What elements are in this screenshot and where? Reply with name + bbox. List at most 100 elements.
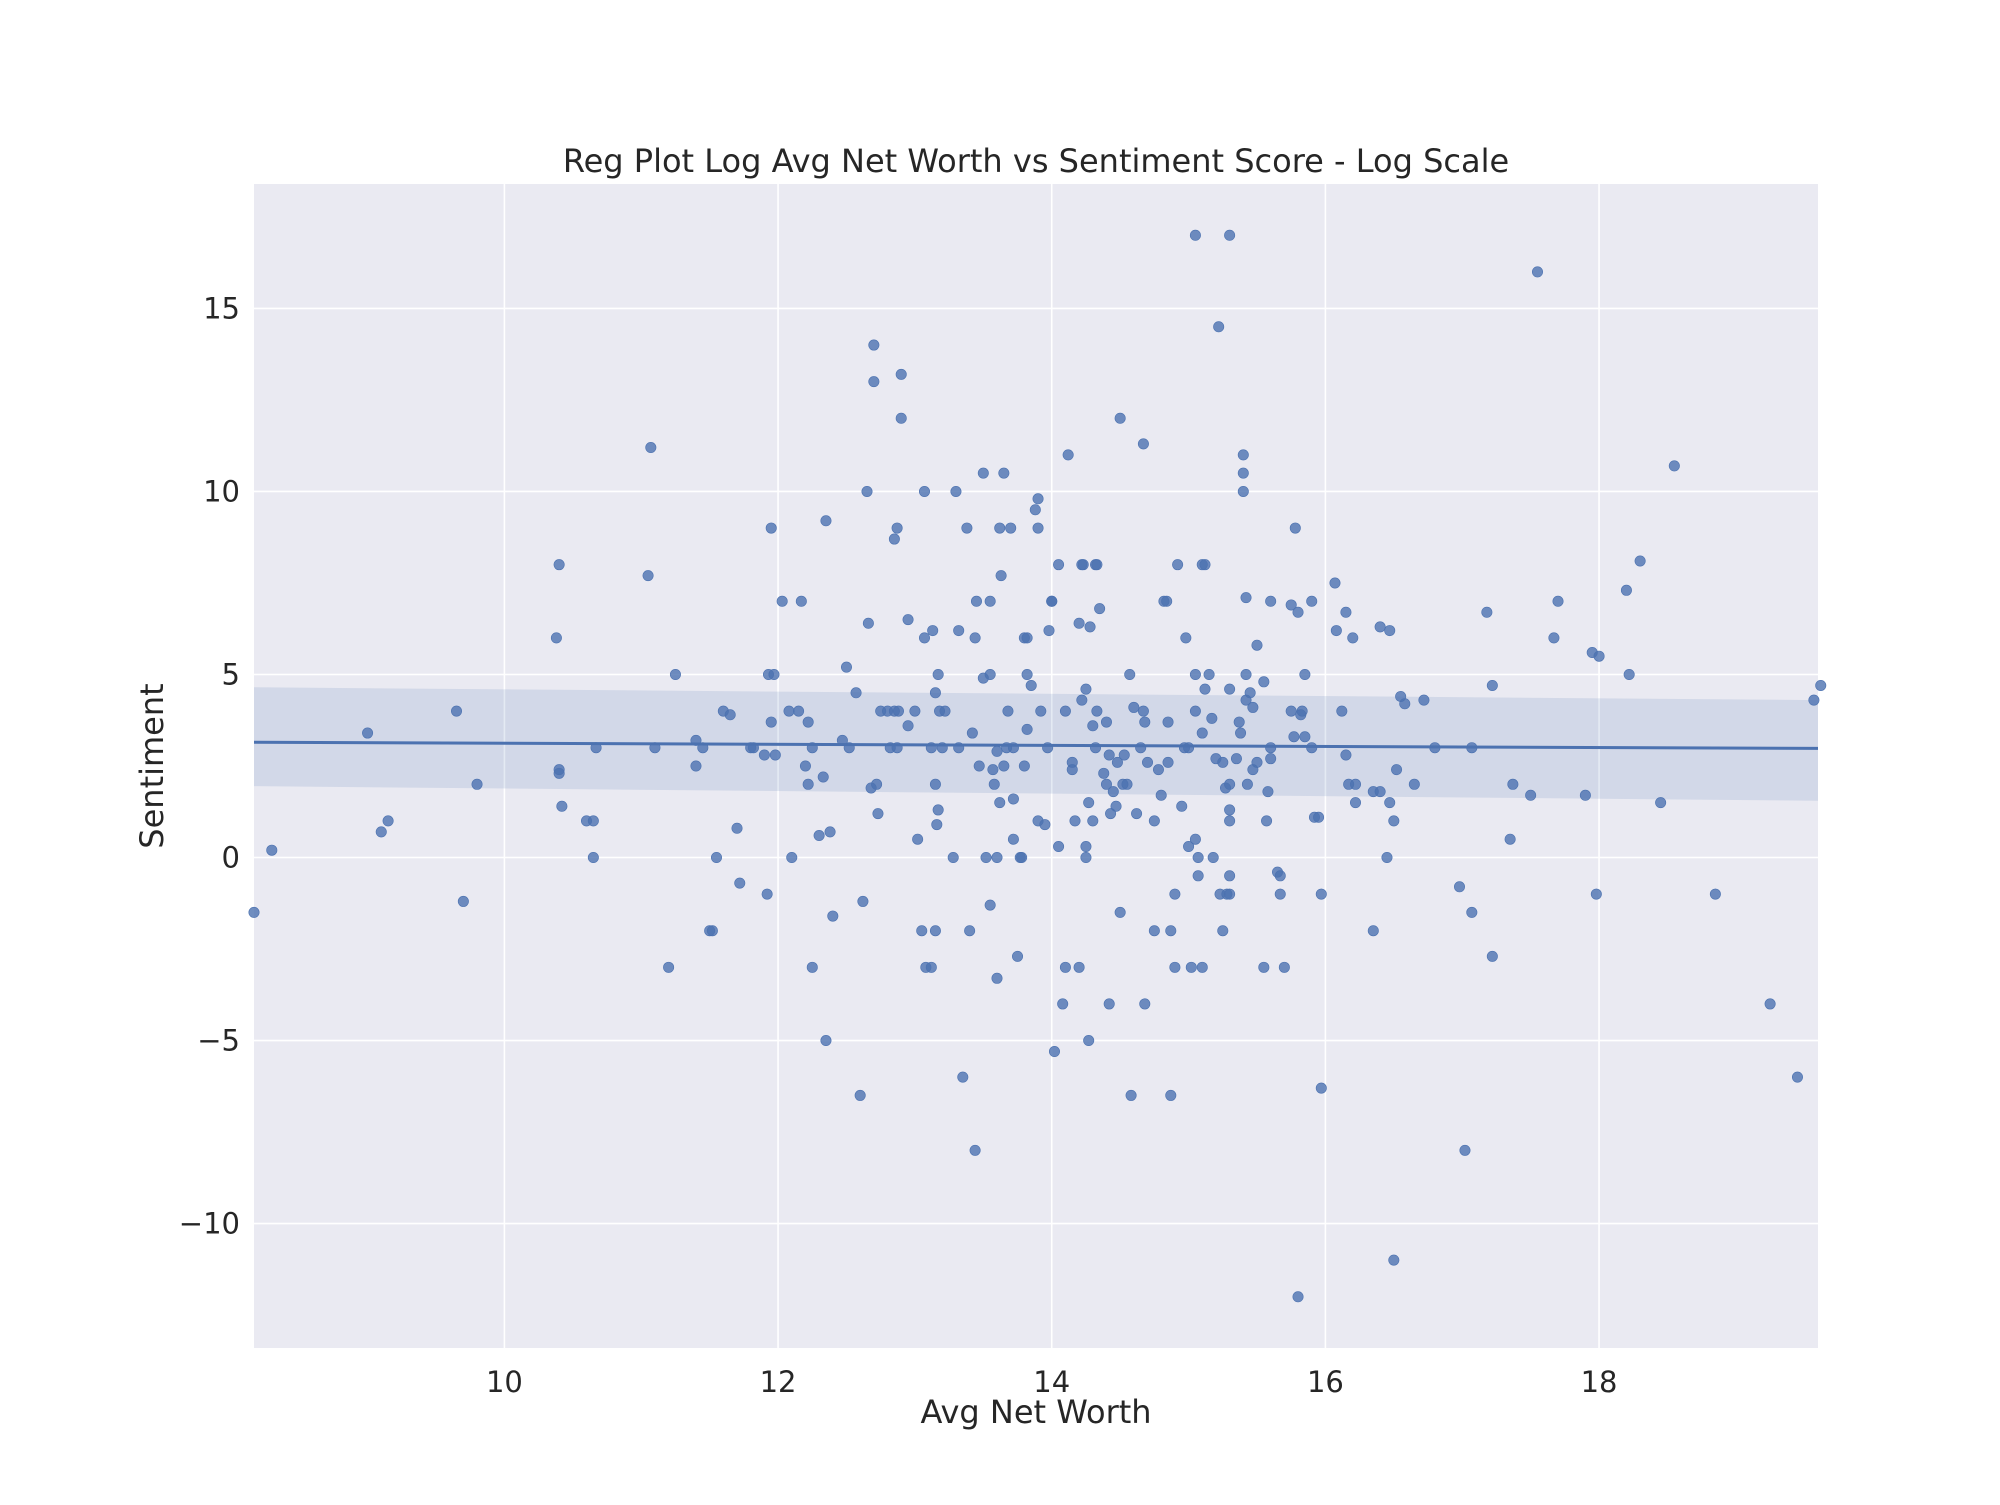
data-point [1241, 778, 1253, 790]
data-point [1384, 797, 1396, 809]
data-point [1230, 753, 1242, 765]
data-point [1091, 705, 1103, 717]
plot-area [254, 184, 1818, 1348]
data-point [375, 826, 387, 838]
data-point [1634, 555, 1646, 567]
data-point [1062, 449, 1074, 461]
data-point [872, 808, 884, 820]
data-point [362, 727, 374, 739]
data-point [909, 705, 921, 717]
data-point [854, 1089, 866, 1101]
data-point [939, 705, 951, 717]
data-point [1240, 592, 1252, 604]
tick-labels: 10 12 14 16 18 −10 −5 0 5 10 15 [179, 291, 1618, 1399]
data-point [1091, 559, 1103, 571]
data-point [663, 961, 675, 973]
data-point [451, 705, 463, 717]
data-point [1285, 705, 1297, 717]
data-point [1350, 797, 1362, 809]
data-point [1029, 504, 1041, 516]
data-point [1623, 668, 1635, 680]
data-point [1593, 650, 1605, 662]
data-point [840, 661, 852, 673]
data-point [1032, 493, 1044, 505]
y-tick-label: 10 [203, 474, 240, 508]
x-axis-label: Avg Net Worth [920, 1393, 1151, 1431]
data-point [994, 522, 1006, 534]
data-point [931, 819, 943, 831]
data-point [1172, 559, 1184, 571]
data-point [1552, 595, 1564, 607]
data-point [927, 625, 939, 637]
data-point [1059, 961, 1071, 973]
data-point [1066, 764, 1078, 776]
data-point [1135, 742, 1147, 754]
data-point [912, 833, 924, 845]
y-tick-label: 0 [222, 841, 240, 875]
data-point [1137, 705, 1149, 717]
data-point [556, 800, 568, 812]
data-point [1098, 767, 1110, 779]
data-point [1235, 727, 1247, 739]
data-point [861, 485, 873, 497]
data-point [1110, 800, 1122, 812]
data-point [802, 716, 814, 728]
data-point [961, 522, 973, 534]
data-point [1111, 756, 1123, 768]
regression-line-group [253, 740, 1819, 750]
data-point [1258, 676, 1270, 688]
data-point [550, 632, 562, 644]
data-point [1481, 606, 1493, 618]
y-tick-label: 5 [222, 657, 240, 691]
data-point [1408, 778, 1420, 790]
data-point [1021, 632, 1033, 644]
data-point [973, 760, 985, 772]
data-point [995, 570, 1007, 582]
data-point [802, 778, 814, 790]
data-point [1005, 522, 1017, 534]
data-point [1007, 833, 1019, 845]
data-point [891, 522, 903, 534]
x-tick-label: 18 [1581, 1365, 1618, 1399]
data-point [1103, 998, 1115, 1010]
x-tick-label: 16 [1307, 1365, 1344, 1399]
data-point [1021, 723, 1033, 735]
data-point [1069, 815, 1081, 827]
data-point [984, 668, 996, 680]
data-point [1018, 760, 1030, 772]
data-point [266, 844, 278, 856]
data-point [918, 485, 930, 497]
data-point [1142, 756, 1154, 768]
data-point [1224, 815, 1236, 827]
y-tick-label: 15 [203, 291, 240, 325]
data-point [1043, 625, 1055, 637]
data-point [1183, 841, 1195, 853]
data-point [669, 668, 681, 680]
data-point [1213, 321, 1225, 333]
data-point [1083, 1035, 1095, 1047]
data-point [1237, 485, 1249, 497]
data-point [769, 749, 781, 761]
data-point [868, 376, 880, 388]
data-point [1057, 998, 1069, 1010]
data-point [1087, 720, 1099, 732]
data-point [1176, 800, 1188, 812]
data-point [1261, 815, 1273, 827]
data-point [1199, 683, 1211, 695]
data-point [382, 815, 394, 827]
data-point [724, 709, 736, 721]
data-point [1453, 881, 1465, 893]
data-point [1258, 961, 1270, 973]
data-point [1080, 841, 1092, 853]
data-point [1128, 701, 1140, 713]
data-point [868, 339, 880, 351]
data-point [1125, 1089, 1137, 1101]
data-point [918, 632, 930, 644]
data-point [1292, 1291, 1304, 1303]
data-point [553, 767, 565, 779]
data-point [1121, 778, 1133, 790]
data-point [1021, 668, 1033, 680]
data-point [1224, 229, 1236, 241]
data-point [1224, 683, 1236, 695]
data-point [1388, 815, 1400, 827]
